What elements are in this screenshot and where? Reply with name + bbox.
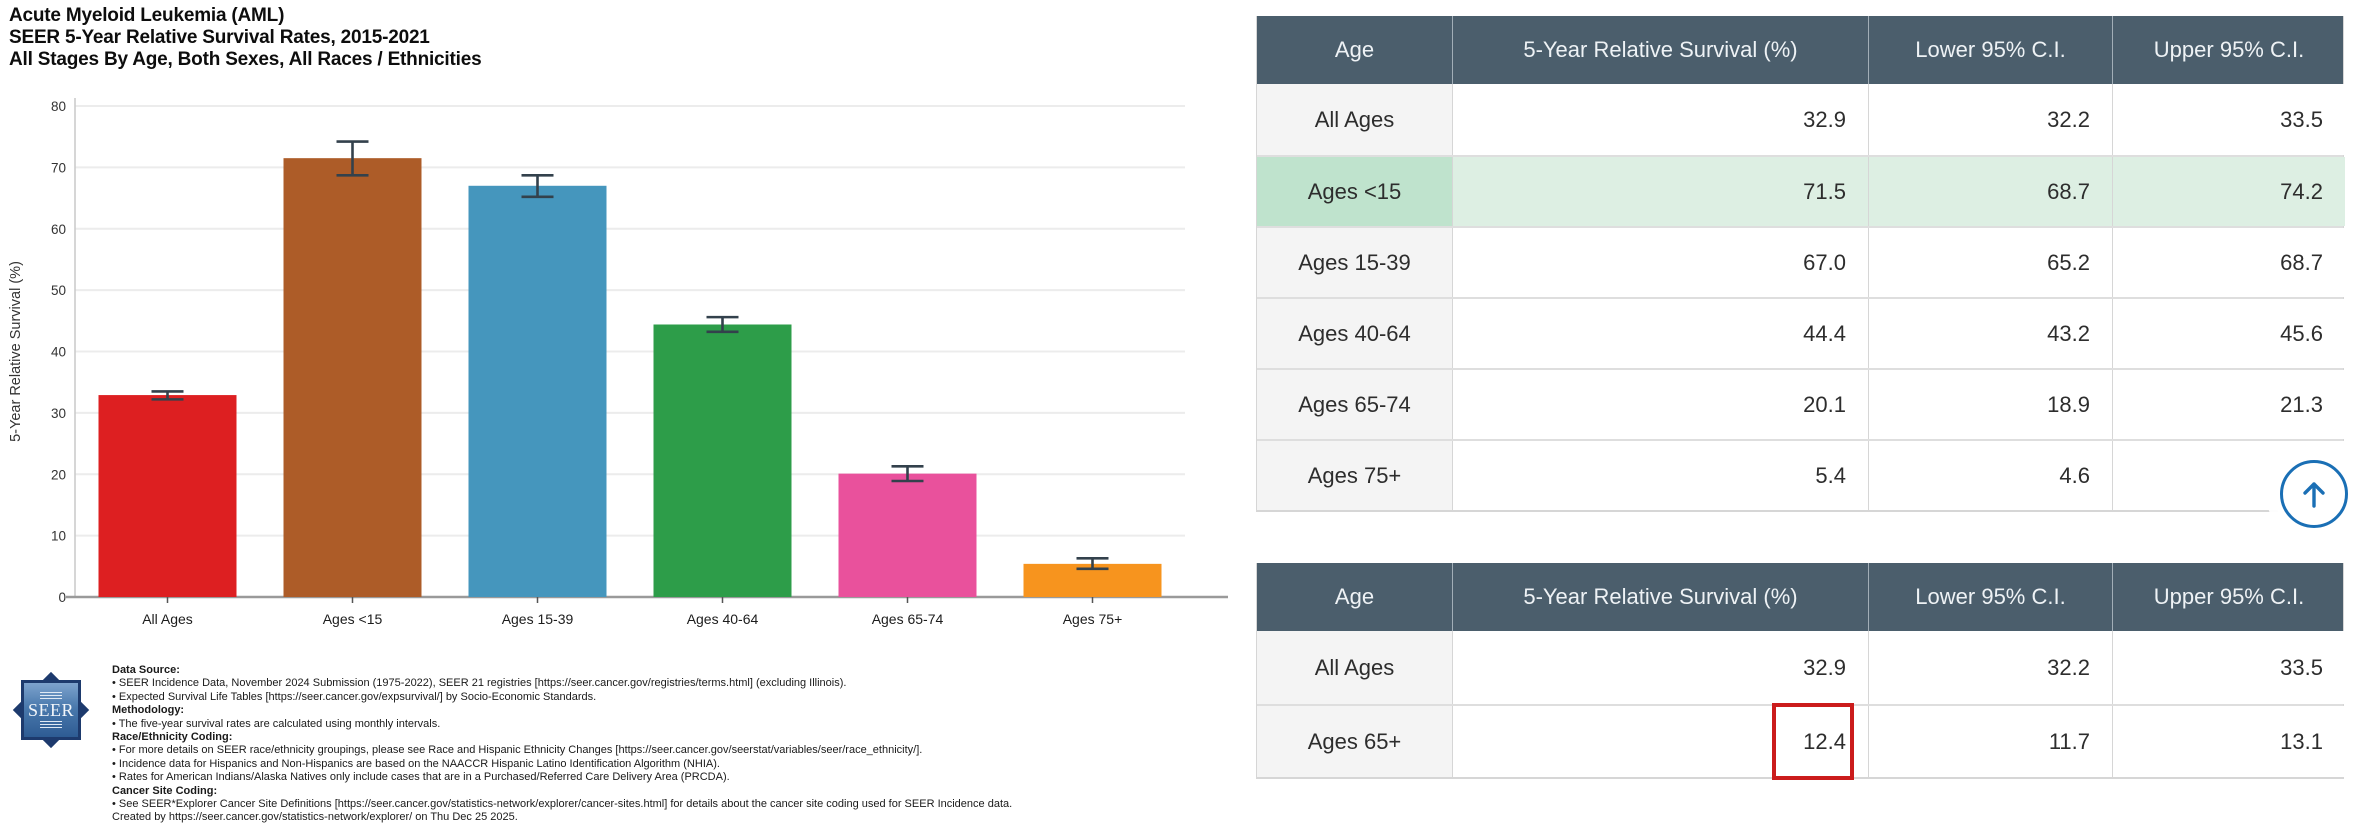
survival-cell: 12.4 xyxy=(1453,703,1869,780)
y-tick-label: 80 xyxy=(51,99,66,114)
column-header: 5-Year Relative Survival (%) xyxy=(1453,16,1869,84)
table-row[interactable]: All Ages 32.9 32.2 33.5 xyxy=(1257,84,2345,155)
y-tick-label: 20 xyxy=(51,467,66,482)
table-row[interactable]: Ages <15 71.5 68.7 74.2 xyxy=(1257,155,2345,226)
column-header: Age xyxy=(1257,563,1453,631)
lower-ci-cell: 68.7 xyxy=(1869,157,2113,226)
survival-bar-chart: 0 10 20 30 40 50 60 70 80 All Ages Ages <15 Ages 15… xyxy=(8,98,1228,627)
footnote-line: • Expected Survival Life Tables [https:/… xyxy=(112,690,597,703)
y-tick-label: 0 xyxy=(58,590,66,605)
bar-ages-15-39[interactable] xyxy=(468,185,607,597)
age-cell: Ages 65-74 xyxy=(1257,370,1453,439)
age-cell: Ages 75+ xyxy=(1257,441,1453,510)
y-tick-label: 70 xyxy=(51,160,66,175)
footnote-line: • Rates for American Indians/Alaska Nati… xyxy=(112,771,730,784)
bar-ages-40-64[interactable] xyxy=(653,324,792,597)
column-header: Upper 95% C.I. xyxy=(2153,37,2305,62)
bar-all-ages[interactable] xyxy=(98,395,237,597)
table-header-row: Age 5-Year Relative Survival (%) Lower 95%… xyxy=(1257,563,2343,631)
seer-logo-text: SEER xyxy=(27,700,74,720)
upper-ci-cell: 13.1 xyxy=(2113,706,2345,777)
table-row[interactable]: Ages 15-39 67.0 65.2 68.7 xyxy=(1257,226,2345,297)
footnote-line: Data Source: xyxy=(112,664,180,676)
chart-title: Acute Myeloid Leukemia (AML) SEER 5-Year… xyxy=(9,5,482,71)
footnote-line: Created by https://seer.cancer.gov/stati… xyxy=(112,811,518,824)
lower-ci-cell: 65.2 xyxy=(1869,228,2113,297)
upper-ci-cell: 33.5 xyxy=(2113,631,2345,704)
footnote-line: • Incidence data for Hispanics and Non-H… xyxy=(112,757,720,770)
y-tick-label: 10 xyxy=(51,529,66,544)
survival-cell: 20.1 xyxy=(1453,370,1869,439)
upper-ci-cell: 74.2 xyxy=(2113,157,2345,226)
upper-ci-cell: 21.3 xyxy=(2113,370,2345,439)
x-tick-label: Ages 65-74 xyxy=(872,611,944,627)
survival-cell: 67.0 xyxy=(1453,228,1869,297)
footnote-line: • SEER Incidence Data, November 2024 Sub… xyxy=(112,677,847,690)
column-header: Lower 95% C.I. xyxy=(1869,16,2113,84)
y-axis-title: 5-Year Relative Survival (%) xyxy=(8,261,24,442)
age-cell: All Ages xyxy=(1257,631,1453,704)
scroll-to-top-button[interactable] xyxy=(2274,454,2354,534)
bar-ages-65-74[interactable] xyxy=(838,473,977,597)
survival-cell: 32.9 xyxy=(1453,84,1869,155)
survival-table-65-plus: Age 5-Year Relative Survival (%) Lower 95%… xyxy=(1256,563,2345,780)
lower-ci-cell: 4.6 xyxy=(1869,441,2113,510)
y-tick-label: 60 xyxy=(51,222,66,237)
x-tick-label: Ages 40-64 xyxy=(687,611,759,627)
y-tick-label: 40 xyxy=(51,345,66,360)
x-tick-label: Ages <15 xyxy=(323,611,383,627)
x-tick-label: All Ages xyxy=(142,611,193,627)
footnote-line: Cancer Site Coding: xyxy=(112,784,218,797)
age-cell: Ages <15 xyxy=(1257,157,1453,226)
upper-ci-cell: 68.7 xyxy=(2113,228,2345,297)
age-cell: Ages 15-39 xyxy=(1257,228,1453,297)
x-tick-label: Ages 15-39 xyxy=(502,611,574,627)
upper-ci-cell: 45.6 xyxy=(2113,299,2345,368)
column-header: Age xyxy=(1257,16,1453,84)
highlight-red-box xyxy=(1772,703,1854,780)
lower-ci-cell: 43.2 xyxy=(1869,299,2113,368)
up-arrow-icon xyxy=(2280,460,2348,528)
lower-ci-cell: 18.9 xyxy=(1869,370,2113,439)
table-header-row: Age 5-Year Relative Survival (%) Lower 95%… xyxy=(1257,16,2343,84)
survival-cell: 32.9 xyxy=(1453,631,1869,704)
column-header: Upper 95% C.I. xyxy=(2153,584,2305,609)
footnote-line: Race/Ethnicity Coding: xyxy=(112,731,233,744)
table-row[interactable]: Ages 65+ 12.4 11.7 13.1 xyxy=(1257,703,2345,780)
footnote-line: • See SEER*Explorer Cancer Site Definiti… xyxy=(112,798,1013,811)
survival-cell: 71.5 xyxy=(1453,157,1869,226)
table-row[interactable]: Ages 75+ 5.4 4.6 xyxy=(1257,439,2345,510)
bar-ages-15[interactable] xyxy=(283,158,422,597)
age-cell: Ages 65+ xyxy=(1257,706,1453,777)
footnotes: Data Source: • SEER Incidence Data, Novem… xyxy=(112,662,1012,825)
lower-ci-cell: 32.2 xyxy=(1869,631,2113,704)
footnote-line: • The five-year survival rates are calcu… xyxy=(112,717,441,730)
table-row[interactable]: All Ages 32.9 32.2 33.5 xyxy=(1257,631,2345,704)
table-row[interactable]: Ages 40-64 44.4 43.2 45.6 xyxy=(1257,297,2345,368)
column-header: Lower 95% C.I. xyxy=(1869,563,2113,631)
age-cell: Ages 40-64 xyxy=(1257,299,1453,368)
survival-table-by-age: Age 5-Year Relative Survival (%) Lower 95%… xyxy=(1256,16,2345,512)
footer: SEER Data Source: • SEER Incidence Data, … xyxy=(12,662,1192,825)
column-header: 5-Year Relative Survival (%) xyxy=(1453,563,1869,631)
chart-title-line-2: SEER 5-Year Relative Survival Rates, 201… xyxy=(9,27,430,48)
seer-logo: SEER xyxy=(12,666,90,754)
chart-title-line-3: All Stages By Age, Both Sexes, All Races… xyxy=(9,49,482,70)
footnote-line: • For more details on SEER race/ethnicit… xyxy=(112,744,923,757)
survival-cell: 44.4 xyxy=(1453,299,1869,368)
upper-ci-cell: 33.5 xyxy=(2113,84,2345,155)
y-tick-label: 50 xyxy=(51,283,66,298)
age-cell: All Ages xyxy=(1257,84,1453,155)
table-row[interactable]: Ages 65-74 20.1 18.9 21.3 xyxy=(1257,368,2345,439)
survival-cell: 5.4 xyxy=(1453,441,1869,510)
footnote-line: Methodology: xyxy=(112,704,185,717)
y-tick-label: 30 xyxy=(51,406,66,421)
x-tick-label: Ages 75+ xyxy=(1063,611,1123,627)
chart-title-line-1: Acute Myeloid Leukemia (AML) xyxy=(9,5,285,26)
lower-ci-cell: 32.2 xyxy=(1869,84,2113,155)
lower-ci-cell: 11.7 xyxy=(1869,706,2113,777)
